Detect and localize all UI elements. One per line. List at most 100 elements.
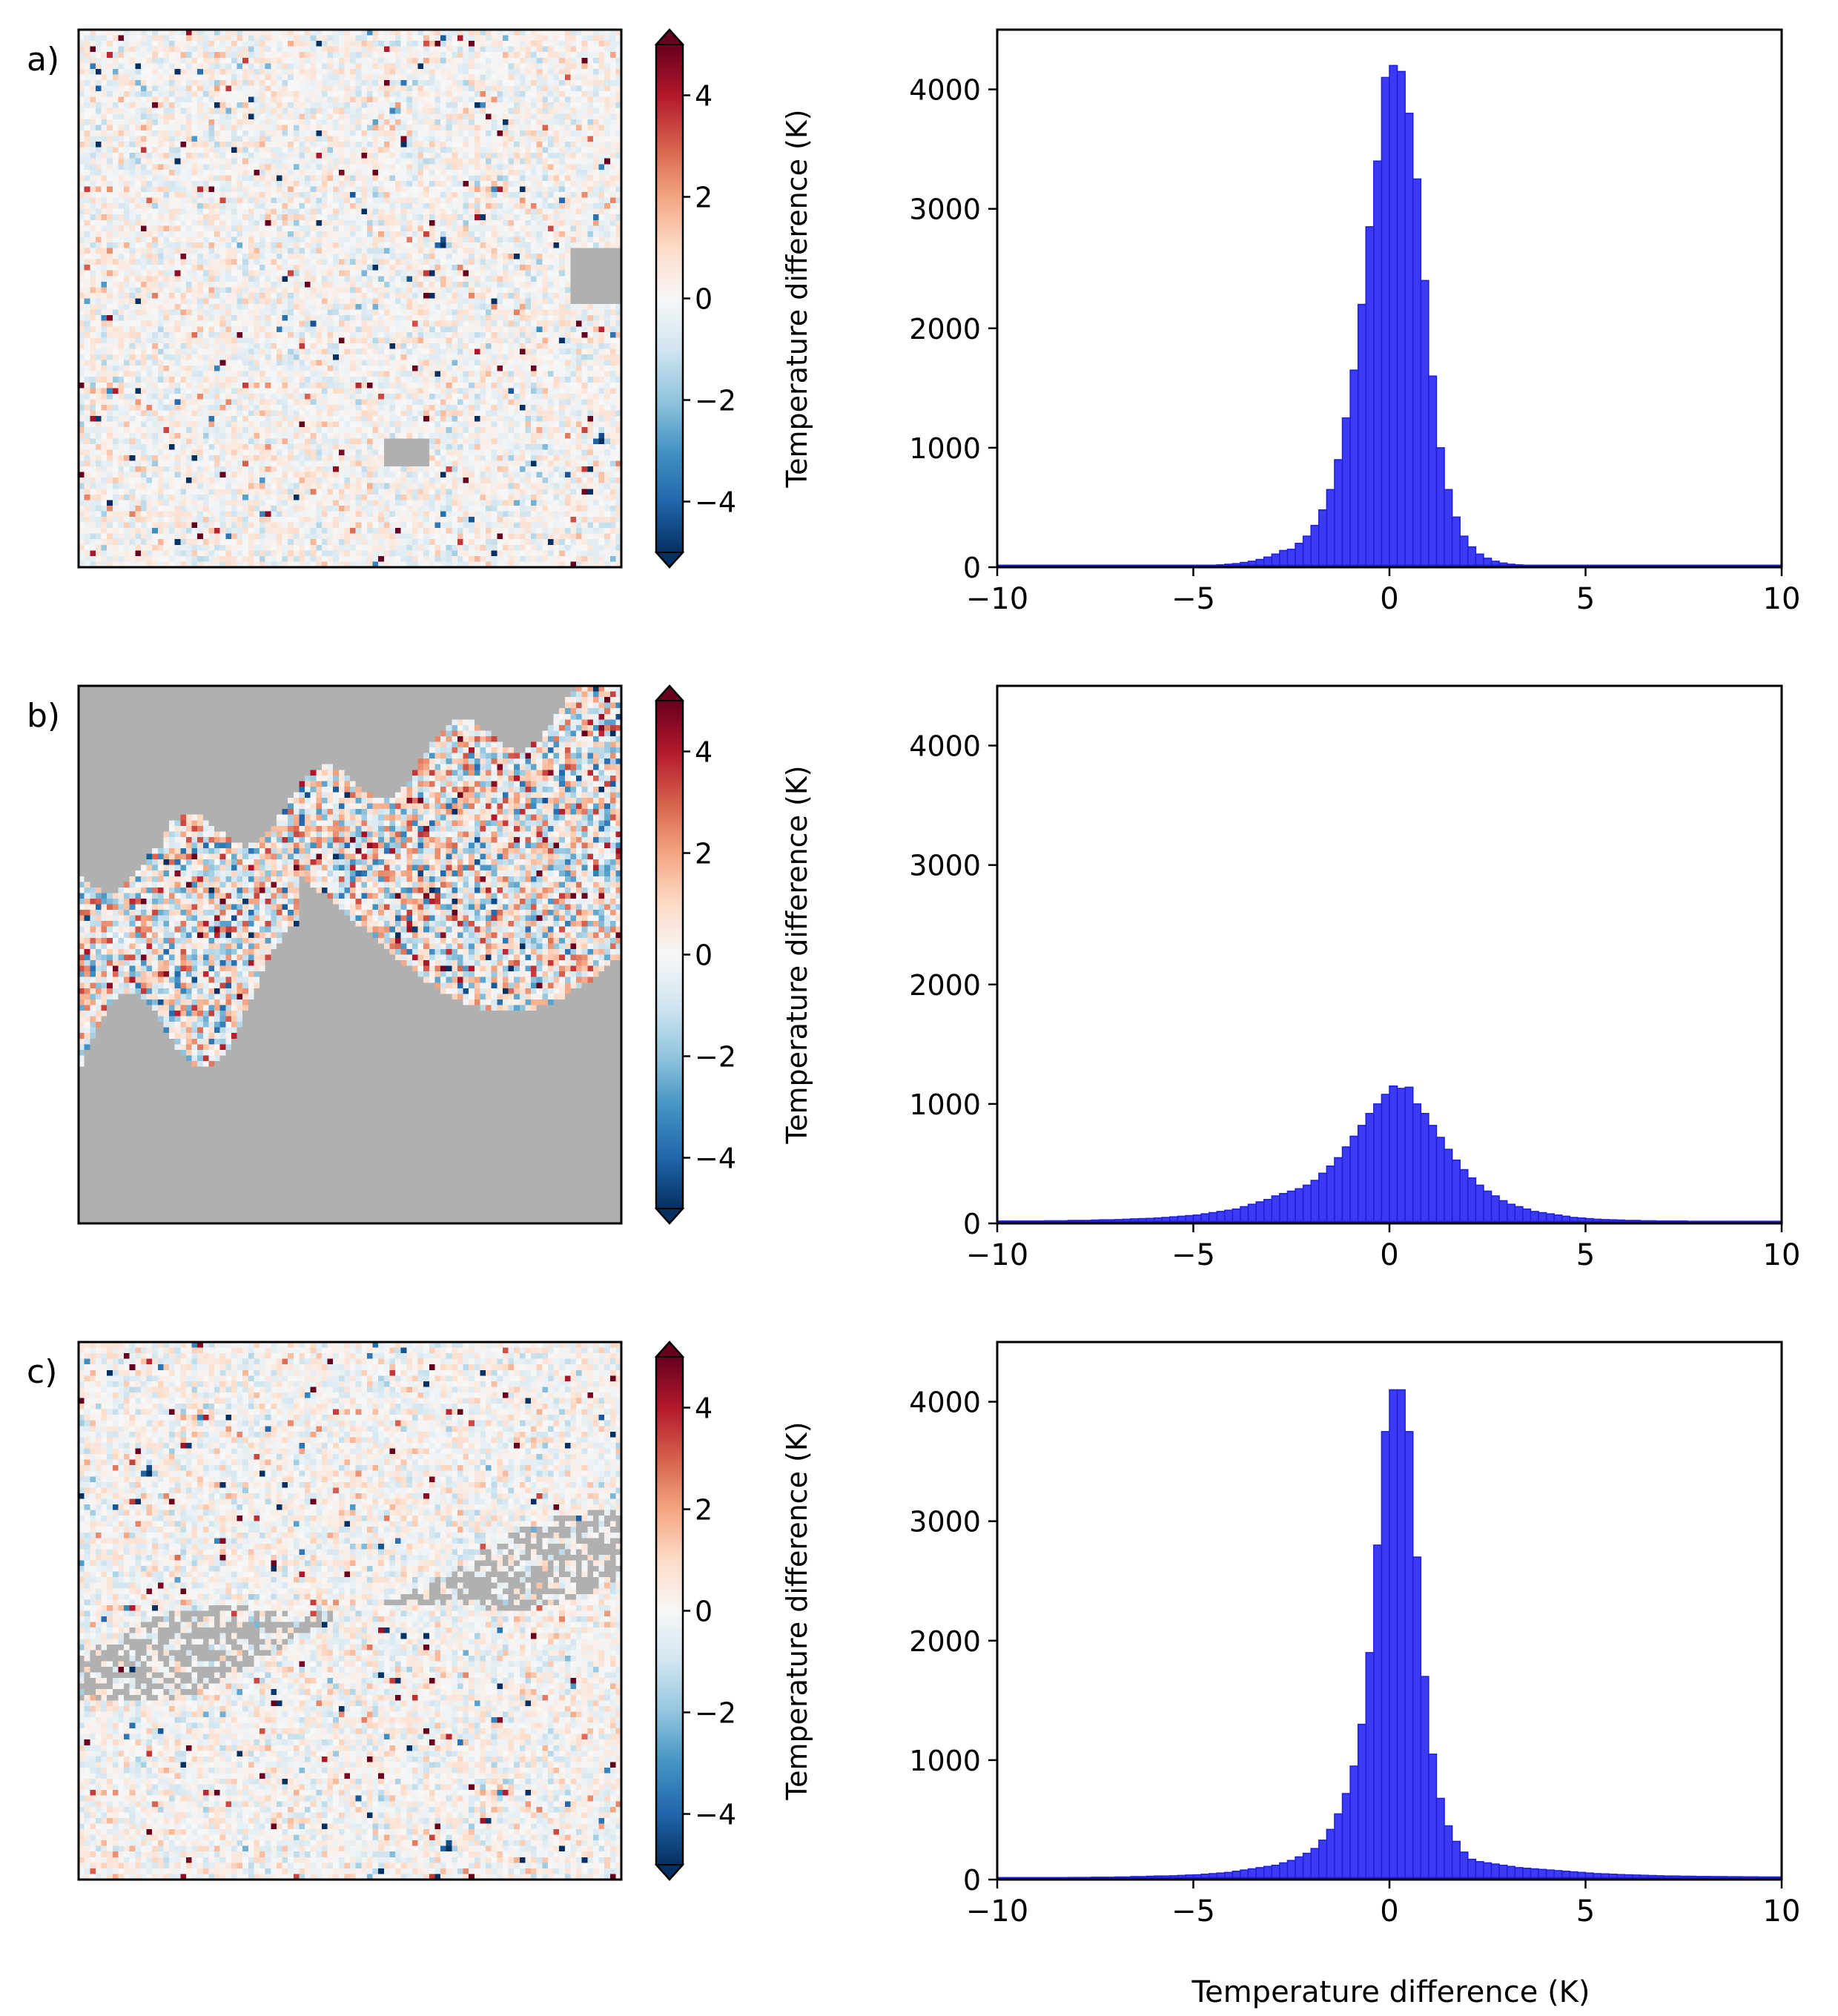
panel-label-c: c) bbox=[27, 1353, 57, 1391]
colorbar-body bbox=[656, 1357, 683, 1865]
hist-bar bbox=[1365, 1113, 1375, 1224]
colorbar-c: 4 2 0 −2 −4 Temperature difference (K) bbox=[654, 1341, 813, 1881]
hist-ytick-label: 1000 bbox=[909, 1088, 981, 1121]
hist-bar bbox=[1341, 1793, 1351, 1880]
hist-xtick-label: 5 bbox=[1576, 1894, 1595, 1929]
colorbar-extend-max bbox=[654, 684, 685, 701]
hist-bar bbox=[1271, 1195, 1280, 1224]
hist-bar bbox=[1310, 1180, 1320, 1224]
colorbar-a: 4 2 0 −2 −4 Temperature difference (K) bbox=[654, 28, 813, 569]
hist-bar bbox=[1451, 516, 1461, 568]
hist-bar bbox=[1349, 1765, 1359, 1880]
hist-xtick-label: 10 bbox=[1763, 1238, 1801, 1272]
hist-xtick-label: −10 bbox=[966, 582, 1028, 616]
hist-ytick-label: 4000 bbox=[909, 1387, 981, 1419]
heatmap-b bbox=[77, 684, 623, 1225]
hist-xtick-label: −10 bbox=[966, 1894, 1028, 1929]
hist-bar bbox=[1444, 489, 1453, 568]
colorbar-extend-min bbox=[654, 552, 685, 569]
hist-bar bbox=[1459, 1851, 1469, 1880]
hist-ytick-label: 4000 bbox=[909, 74, 981, 107]
hist-bar bbox=[1302, 1184, 1312, 1224]
hist-xtick-label: 5 bbox=[1576, 582, 1595, 616]
hist-ytick-label: 1000 bbox=[909, 432, 981, 465]
hist-bar bbox=[1279, 1192, 1289, 1224]
heatmap-image bbox=[79, 1342, 621, 1880]
hist-bar bbox=[1373, 160, 1383, 568]
hist-bar bbox=[1404, 1086, 1414, 1224]
hist-bar bbox=[1420, 280, 1429, 568]
heatmap-a bbox=[77, 28, 623, 569]
hist-bar bbox=[1295, 1188, 1304, 1224]
hist-xlabel: Temperature difference (K) bbox=[1191, 1975, 1590, 2009]
hist-xtick-label: 10 bbox=[1763, 582, 1801, 616]
hist-ytick-label: 0 bbox=[963, 1208, 981, 1240]
hist-bar bbox=[1334, 1813, 1343, 1880]
hist-xtick-label: −5 bbox=[1171, 1894, 1215, 1929]
hist-bar bbox=[1381, 1094, 1390, 1224]
hist-bar bbox=[1435, 1137, 1445, 1224]
hist-bar bbox=[1318, 509, 1328, 568]
colorbar-tick-label: 0 bbox=[695, 939, 713, 972]
hist-bar bbox=[1435, 1797, 1445, 1880]
hist-bar bbox=[1302, 535, 1312, 568]
hist-bar bbox=[1420, 1676, 1429, 1880]
hist-bar bbox=[1341, 1146, 1351, 1224]
hist-bar bbox=[1326, 489, 1335, 568]
heatmap-c bbox=[77, 1341, 623, 1881]
hist-bar bbox=[1247, 1203, 1257, 1224]
heatmap-image bbox=[79, 686, 621, 1223]
colorbar-tick-label: −2 bbox=[695, 1041, 736, 1074]
colorbar-b: 4 2 0 −2 −4 Temperature difference (K) bbox=[654, 684, 813, 1225]
hist-xtick-label: −5 bbox=[1171, 1238, 1215, 1272]
hist-xtick-label: −5 bbox=[1171, 582, 1215, 616]
colorbar-outline bbox=[655, 1341, 684, 1881]
hist-bar bbox=[1326, 1828, 1335, 1880]
colorbar-outline bbox=[655, 28, 684, 569]
hist-bar bbox=[1428, 1754, 1438, 1880]
hist-bar bbox=[1263, 1199, 1273, 1224]
hist-ytick-label: 2000 bbox=[909, 969, 981, 1002]
hist-bar bbox=[1475, 1861, 1484, 1880]
hist-xtick-label: −10 bbox=[966, 1238, 1028, 1272]
hist-bar bbox=[1428, 375, 1438, 568]
hist-bar bbox=[1255, 1201, 1265, 1224]
hist-bar bbox=[1459, 1169, 1469, 1224]
hist-bar bbox=[1467, 1858, 1477, 1880]
hist-bar bbox=[1444, 1825, 1453, 1880]
colorbar-tick-label: −4 bbox=[695, 1799, 736, 1831]
hist-bar bbox=[1420, 1113, 1429, 1224]
hist-bar bbox=[1389, 1389, 1398, 1880]
colorbar-label: Temperature difference (K) bbox=[781, 1421, 813, 1800]
hist-bar bbox=[1404, 113, 1414, 568]
hist-bar bbox=[1357, 303, 1367, 568]
hist-bar bbox=[1451, 1840, 1461, 1880]
hist-bar bbox=[1435, 447, 1445, 568]
hist-ytick-label: 0 bbox=[963, 552, 981, 584]
hist-bar bbox=[1467, 546, 1477, 568]
hist-bar bbox=[1506, 1203, 1516, 1224]
hist-bar bbox=[1334, 1157, 1343, 1224]
hist-xtick-label: 10 bbox=[1763, 1894, 1801, 1929]
hist-xtick-label: 0 bbox=[1380, 582, 1398, 616]
colorbar-label: Temperature difference (K) bbox=[781, 765, 813, 1144]
colorbar-tick-label: 4 bbox=[695, 1392, 713, 1425]
hist-bar bbox=[1373, 1544, 1383, 1880]
hist-bar bbox=[1498, 1200, 1508, 1224]
hist-bar bbox=[1286, 549, 1296, 568]
hist-bar bbox=[1490, 1195, 1500, 1224]
hist-bar bbox=[1444, 1149, 1453, 1224]
colorbar-tick-label: 2 bbox=[695, 1494, 713, 1527]
colorbar-tick-label: −2 bbox=[695, 1697, 736, 1730]
hist-bar bbox=[1404, 1431, 1414, 1880]
hist-bar bbox=[1396, 1389, 1406, 1880]
hist-xtick-label: 0 bbox=[1380, 1238, 1398, 1272]
hist-bar bbox=[1412, 1103, 1422, 1224]
hist-bar bbox=[1357, 1723, 1367, 1880]
hist-bar bbox=[1389, 65, 1398, 568]
hist-bar bbox=[1451, 1159, 1461, 1224]
colorbar-outline bbox=[655, 684, 684, 1225]
heatmap-frame bbox=[77, 684, 623, 1225]
hist-bar bbox=[1310, 524, 1320, 568]
